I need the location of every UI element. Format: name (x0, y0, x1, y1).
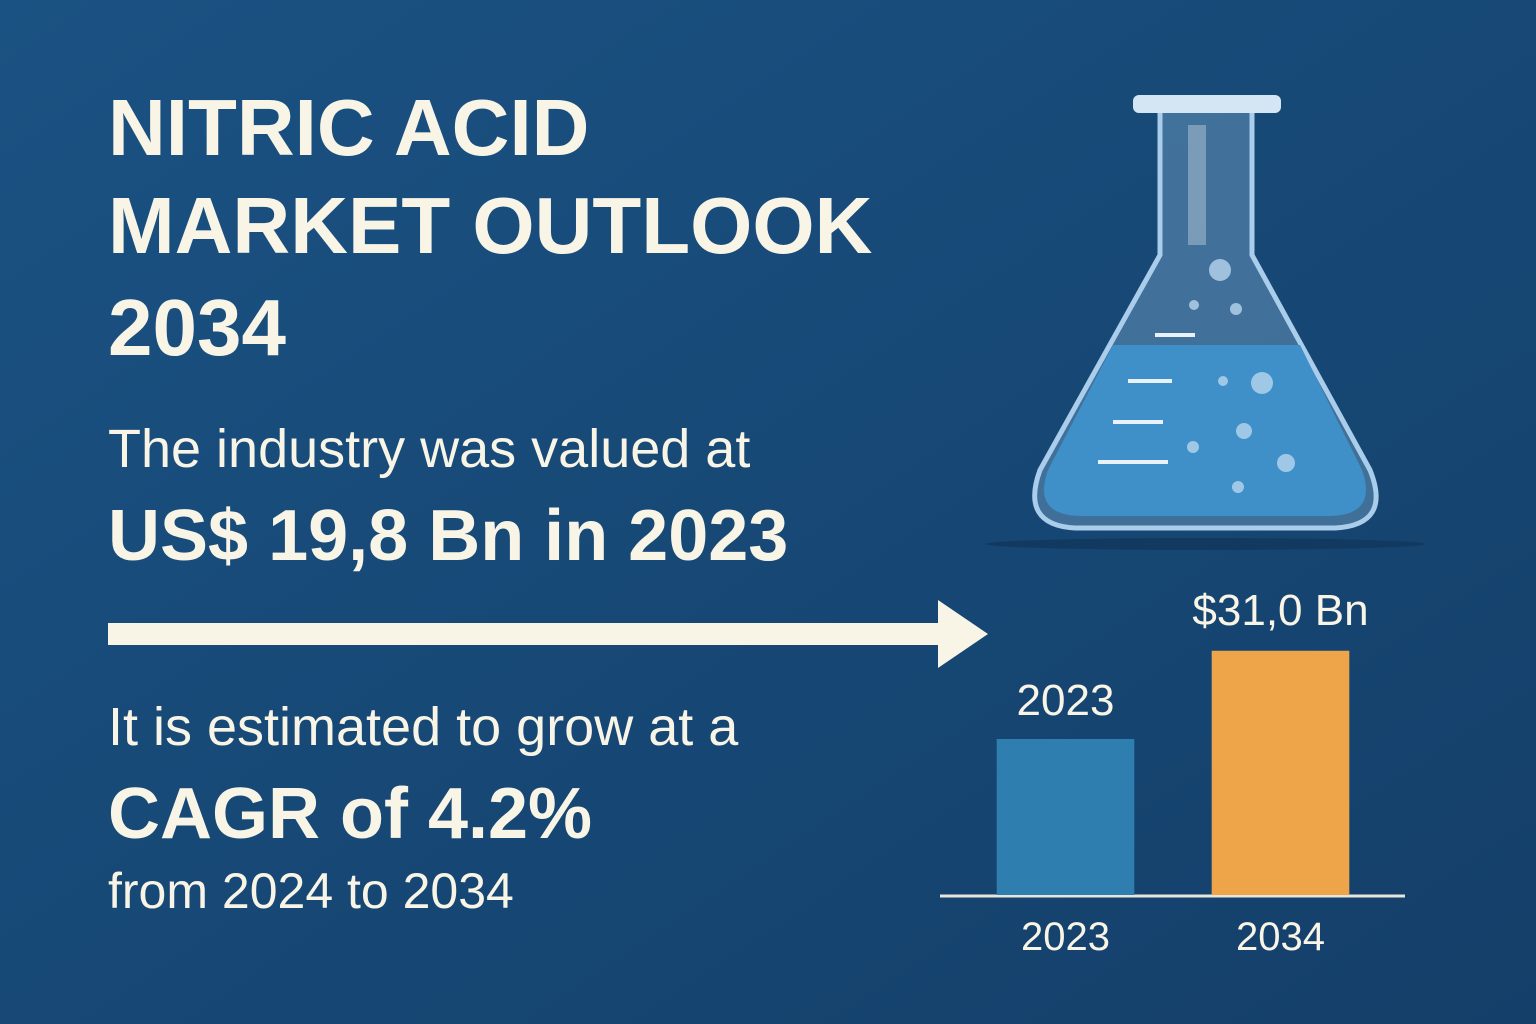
title-line: MARKET OUTLOOK (108, 181, 873, 270)
bar-annotation: 2023 (1017, 676, 1115, 725)
bar (996, 739, 1135, 895)
cagr: CAGR of 4.2% (108, 774, 592, 854)
grow-intro: It is estimated to grow at a (108, 697, 739, 757)
period: from 2024 to 2034 (108, 863, 514, 919)
title-line: NITRIC ACID (108, 83, 589, 172)
bar (1211, 650, 1350, 895)
arrow (108, 600, 988, 668)
title-line: 2034 (108, 283, 286, 372)
value-label: $31,0 Bn (1192, 586, 1368, 635)
x-tick-label: 2023 (1021, 915, 1110, 959)
flask (985, 95, 1425, 550)
valued-amount: US$ 19,8 Bn in 2023 (108, 496, 788, 576)
x-tick-label: 2034 (1236, 915, 1325, 959)
valued-intro: The industry was valued at (108, 419, 750, 479)
